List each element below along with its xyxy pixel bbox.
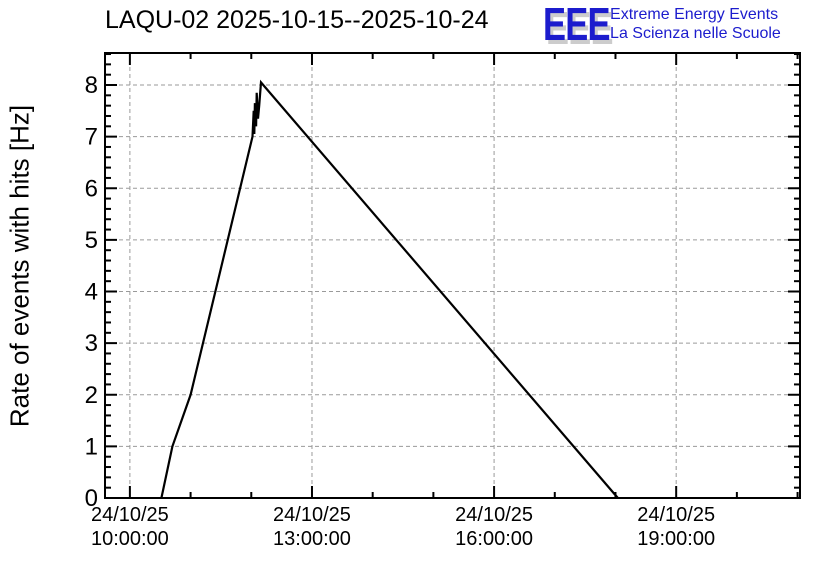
gridlines xyxy=(105,53,800,498)
x-tick-labels: 24/10/2510:00:0024/10/2513:00:0024/10/25… xyxy=(91,504,715,550)
series-line xyxy=(160,79,619,499)
axis-ticks xyxy=(105,53,800,499)
eee-logo-line2: La Scienza nelle Scuole xyxy=(610,25,781,42)
eee-logo-line1: Extreme Energy Events xyxy=(610,6,779,23)
y-tick-label: 8 xyxy=(85,72,98,99)
chart-title: LAQU-02 2025-10-15--2025-10-24 xyxy=(105,6,489,34)
y-tick-label: 4 xyxy=(85,279,98,306)
y-tick-label: 2 xyxy=(85,382,98,409)
x-tick-date: 24/10/25 xyxy=(637,504,715,526)
eee-logo: EEE Extreme Energy Events La Scienza nel… xyxy=(543,0,781,50)
y-tick-label: 7 xyxy=(85,124,98,151)
x-tick-time: 10:00:00 xyxy=(91,528,169,550)
y-tick-label: 3 xyxy=(85,330,98,357)
x-tick-time: 19:00:00 xyxy=(637,528,715,550)
x-tick-time: 16:00:00 xyxy=(455,528,533,550)
eee-logo-acronym: EEE xyxy=(543,0,611,50)
plot-frame xyxy=(104,52,801,499)
x-tick-date: 24/10/25 xyxy=(455,504,533,526)
y-tick-label: 1 xyxy=(85,433,98,460)
x-tick-date: 24/10/25 xyxy=(91,504,169,526)
y-tick-label: 6 xyxy=(85,175,98,202)
y-tick-label: 0 xyxy=(85,485,98,512)
eee-logo-text: Extreme Energy Events La Scienza nelle S… xyxy=(610,2,781,43)
x-tick-date: 24/10/25 xyxy=(273,504,351,526)
x-tick-time: 13:00:00 xyxy=(273,528,351,550)
y-tick-label: 5 xyxy=(85,227,98,254)
y-tick-labels: 0 1 2 3 4 5 6 7 8 xyxy=(85,72,98,512)
